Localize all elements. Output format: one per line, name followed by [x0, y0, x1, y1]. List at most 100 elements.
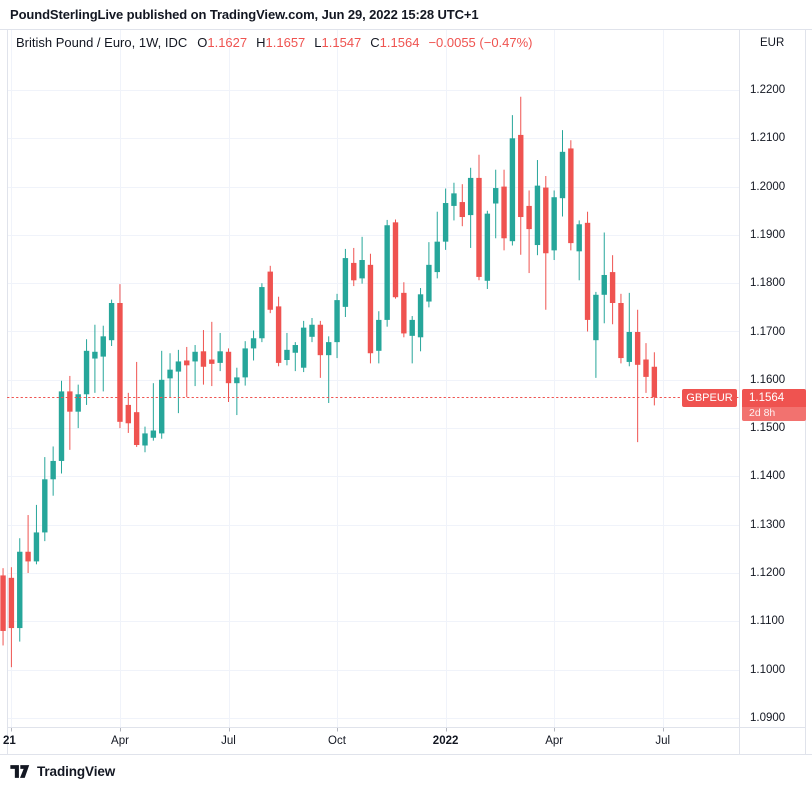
price-axis-label: 1.1800 [750, 277, 786, 290]
last-price-tag: 1.1564 2d 8h [742, 389, 806, 421]
candle-body [476, 177, 482, 277]
symbol-legend[interactable]: British Pound / Euro, 1W, IDC O1.1627 H1… [16, 35, 533, 51]
candle-body [75, 394, 81, 412]
price-axis-label: 1.1600 [750, 373, 786, 386]
time-axis-label: Apr [111, 735, 129, 747]
attribution-text: PoundSterlingLive published on TradingVi… [10, 7, 479, 22]
ohlc-close-value: 1.1564 [379, 35, 420, 50]
candle-body [634, 331, 641, 365]
candle-body [159, 379, 165, 434]
candle-body [209, 359, 215, 364]
candle-body [501, 186, 507, 239]
candle-body [100, 336, 106, 357]
candle-body [593, 294, 599, 341]
candle-body [92, 351, 98, 359]
time-axis-label: 21 [3, 735, 16, 747]
candle-body [626, 331, 632, 362]
symbol-title: British Pound / Euro, 1W, IDC [16, 35, 188, 50]
candle-body [184, 360, 190, 366]
candle-body [484, 213, 491, 281]
ohlc-low: L1.1547 [314, 35, 362, 50]
candle-body [275, 306, 282, 363]
candle-body [376, 319, 382, 351]
candle-body [426, 264, 432, 302]
candle-body [300, 327, 307, 368]
candle-body [317, 324, 324, 356]
tradingview-logo-text[interactable]: TradingView [37, 763, 116, 779]
candle-body [83, 350, 90, 395]
candle-body [351, 262, 357, 281]
ohlc-open: O1.1627 [197, 35, 248, 50]
candle-body [133, 412, 140, 446]
candle-body [292, 345, 298, 353]
candle-body [509, 138, 516, 242]
candle-body [534, 185, 541, 246]
change-value: −0.0055 (−0.47%) [428, 35, 533, 50]
candle-body [200, 351, 207, 367]
price-axis-label: 1.2100 [750, 132, 786, 145]
candle-body [67, 391, 73, 412]
candle-body [342, 258, 349, 307]
candle-body [167, 369, 173, 379]
price-axis-label: 1.2200 [750, 84, 786, 96]
ohlc-open-value: 1.1627 [207, 35, 248, 50]
candle-body [551, 197, 557, 251]
price-axis-label: 1.1900 [750, 228, 786, 241]
price-axis-label: 1.1200 [750, 567, 786, 579]
price-axis-label: 1.1700 [750, 325, 786, 338]
candle-body [543, 187, 549, 254]
candle-body [326, 342, 332, 356]
candle-body [58, 391, 65, 461]
candle-body [150, 430, 157, 438]
price-axis-label: 1.0900 [750, 711, 786, 724]
candle-body [392, 222, 399, 298]
candle-body [108, 303, 115, 341]
attribution-bar: PoundSterlingLive published on TradingVi… [0, 0, 812, 29]
candle-body [559, 151, 566, 199]
tradingview-footer: TradingView [10, 760, 115, 782]
candle-body [17, 551, 23, 629]
time-axis-label: Jul [655, 735, 671, 747]
price-axis-currency-label: EUR [760, 37, 785, 49]
candle-body [384, 225, 390, 320]
candle-body [33, 532, 40, 562]
time-axis-label: 2022 [432, 735, 459, 747]
last-price-value: 1.1564 [749, 392, 785, 404]
candle-body [609, 272, 616, 304]
time-axis-label: Jul [221, 735, 236, 747]
candle-body [451, 193, 457, 206]
candle-body [259, 287, 265, 339]
candle-body [42, 479, 48, 533]
candle-body [518, 134, 524, 218]
candle-body [250, 338, 257, 349]
candle-body [417, 294, 424, 338]
price-axis-label: 1.1300 [750, 518, 786, 531]
candle-body [584, 222, 591, 320]
candle-body [234, 377, 240, 384]
candle-body [284, 349, 290, 360]
price-axis-label: 1.1100 [750, 615, 785, 628]
candle-body [459, 202, 465, 218]
ohlc-low-value: 1.1547 [321, 35, 362, 50]
time-axis-label: Oct [328, 735, 346, 747]
candle-body [434, 241, 440, 273]
tradingview-logo-icon[interactable] [10, 764, 30, 779]
candle-body [334, 300, 340, 343]
price-axis-label: 1.2000 [750, 180, 786, 193]
candle-body [409, 319, 415, 336]
candle-body [125, 404, 131, 424]
candle-body [493, 188, 499, 204]
ohlc-high: H1.1657 [256, 35, 306, 50]
candle-body [576, 224, 582, 252]
ohlc-close: C1.1564 [370, 35, 420, 50]
candle-body [192, 351, 198, 362]
candle-body [242, 348, 248, 378]
price-line-symbol-tag: GBPEUR [682, 389, 737, 407]
candle-body [526, 205, 532, 230]
candle-body [442, 203, 449, 242]
candle-body [0, 575, 6, 631]
candle-body [359, 260, 365, 279]
candle-body [309, 324, 315, 337]
